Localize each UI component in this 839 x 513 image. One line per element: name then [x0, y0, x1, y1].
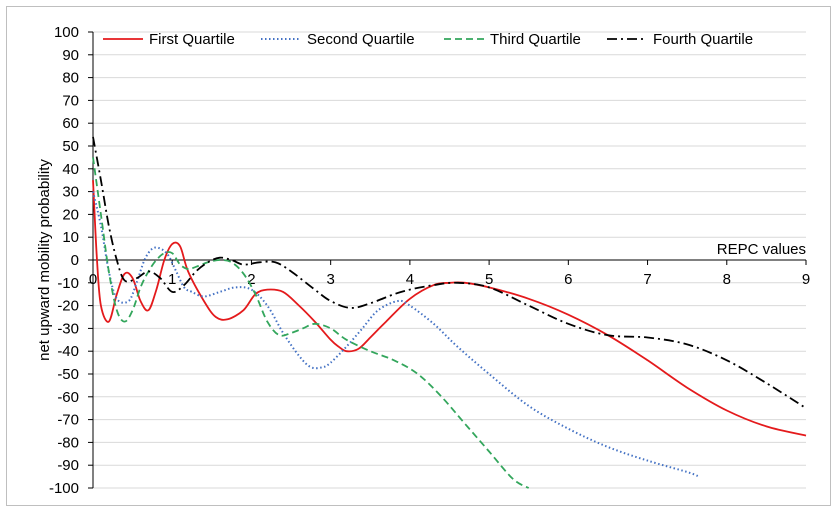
line-chart: 1009080706050403020100-10-20-30-40-50-60… — [36, 24, 810, 497]
y-tick-label: 30 — [62, 184, 79, 201]
chart-frame: 100 90 80 70 60 50 40 30 20 10 0 -10 -20 -30 -40 -50 -60… — [6, 6, 831, 506]
x-axis-label: REPC values — [717, 241, 806, 258]
x-tick-label: 8 — [723, 271, 731, 288]
x-tick-label: 9 — [802, 271, 810, 288]
y-tick-label: 100 — [54, 24, 79, 41]
y-tick-label: 60 — [62, 115, 79, 132]
x-tick-label: 1 — [168, 271, 176, 288]
y-tick-label: -10 — [57, 275, 79, 292]
y-tick-label: -40 — [57, 343, 79, 360]
series-line-fourth-quartile — [92, 136, 807, 409]
x-tick-label: 7 — [643, 271, 651, 288]
series-line-first-quartile — [92, 180, 807, 437]
y-tick-label: 0 — [71, 252, 79, 269]
x-tick-label: 2 — [247, 271, 255, 288]
y-tick-label: -100 — [49, 480, 79, 497]
x-tick-label: 6 — [564, 271, 572, 288]
y-tick-label: 10 — [62, 229, 79, 246]
x-tick-label: 0 — [89, 271, 97, 288]
y-tick-label: 20 — [62, 206, 79, 223]
series-line-second-quartile — [92, 191, 700, 478]
y-axis-label: net upward mobility probability — [36, 159, 53, 361]
y-tick-label: 70 — [62, 92, 79, 109]
y-tick-label: 40 — [62, 161, 79, 178]
y-tick-label: -80 — [57, 434, 79, 451]
x-tick-label: 3 — [326, 271, 334, 288]
y-tick-label: -30 — [57, 320, 79, 337]
legend-label-first-quartile: First Quartile — [149, 31, 235, 48]
y-tick-label: 50 — [62, 138, 79, 155]
y-tick-label: -60 — [57, 389, 79, 406]
y-tick-label: -70 — [57, 412, 79, 429]
legend-label-third-quartile: Third Quartile — [490, 31, 581, 48]
y-tick-label: -90 — [57, 457, 79, 474]
legend-label-second-quartile: Second Quartile — [307, 31, 415, 48]
y-tick-label: -20 — [57, 298, 79, 315]
x-tick-label: 5 — [485, 271, 493, 288]
y-tick-label: 80 — [62, 70, 79, 87]
y-tick-label: 90 — [62, 47, 79, 64]
legend-label-fourth-quartile: Fourth Quartile — [653, 31, 753, 48]
series-line-third-quartile — [92, 157, 530, 489]
y-tick-label: -50 — [57, 366, 79, 383]
x-tick-label: 4 — [406, 271, 414, 288]
